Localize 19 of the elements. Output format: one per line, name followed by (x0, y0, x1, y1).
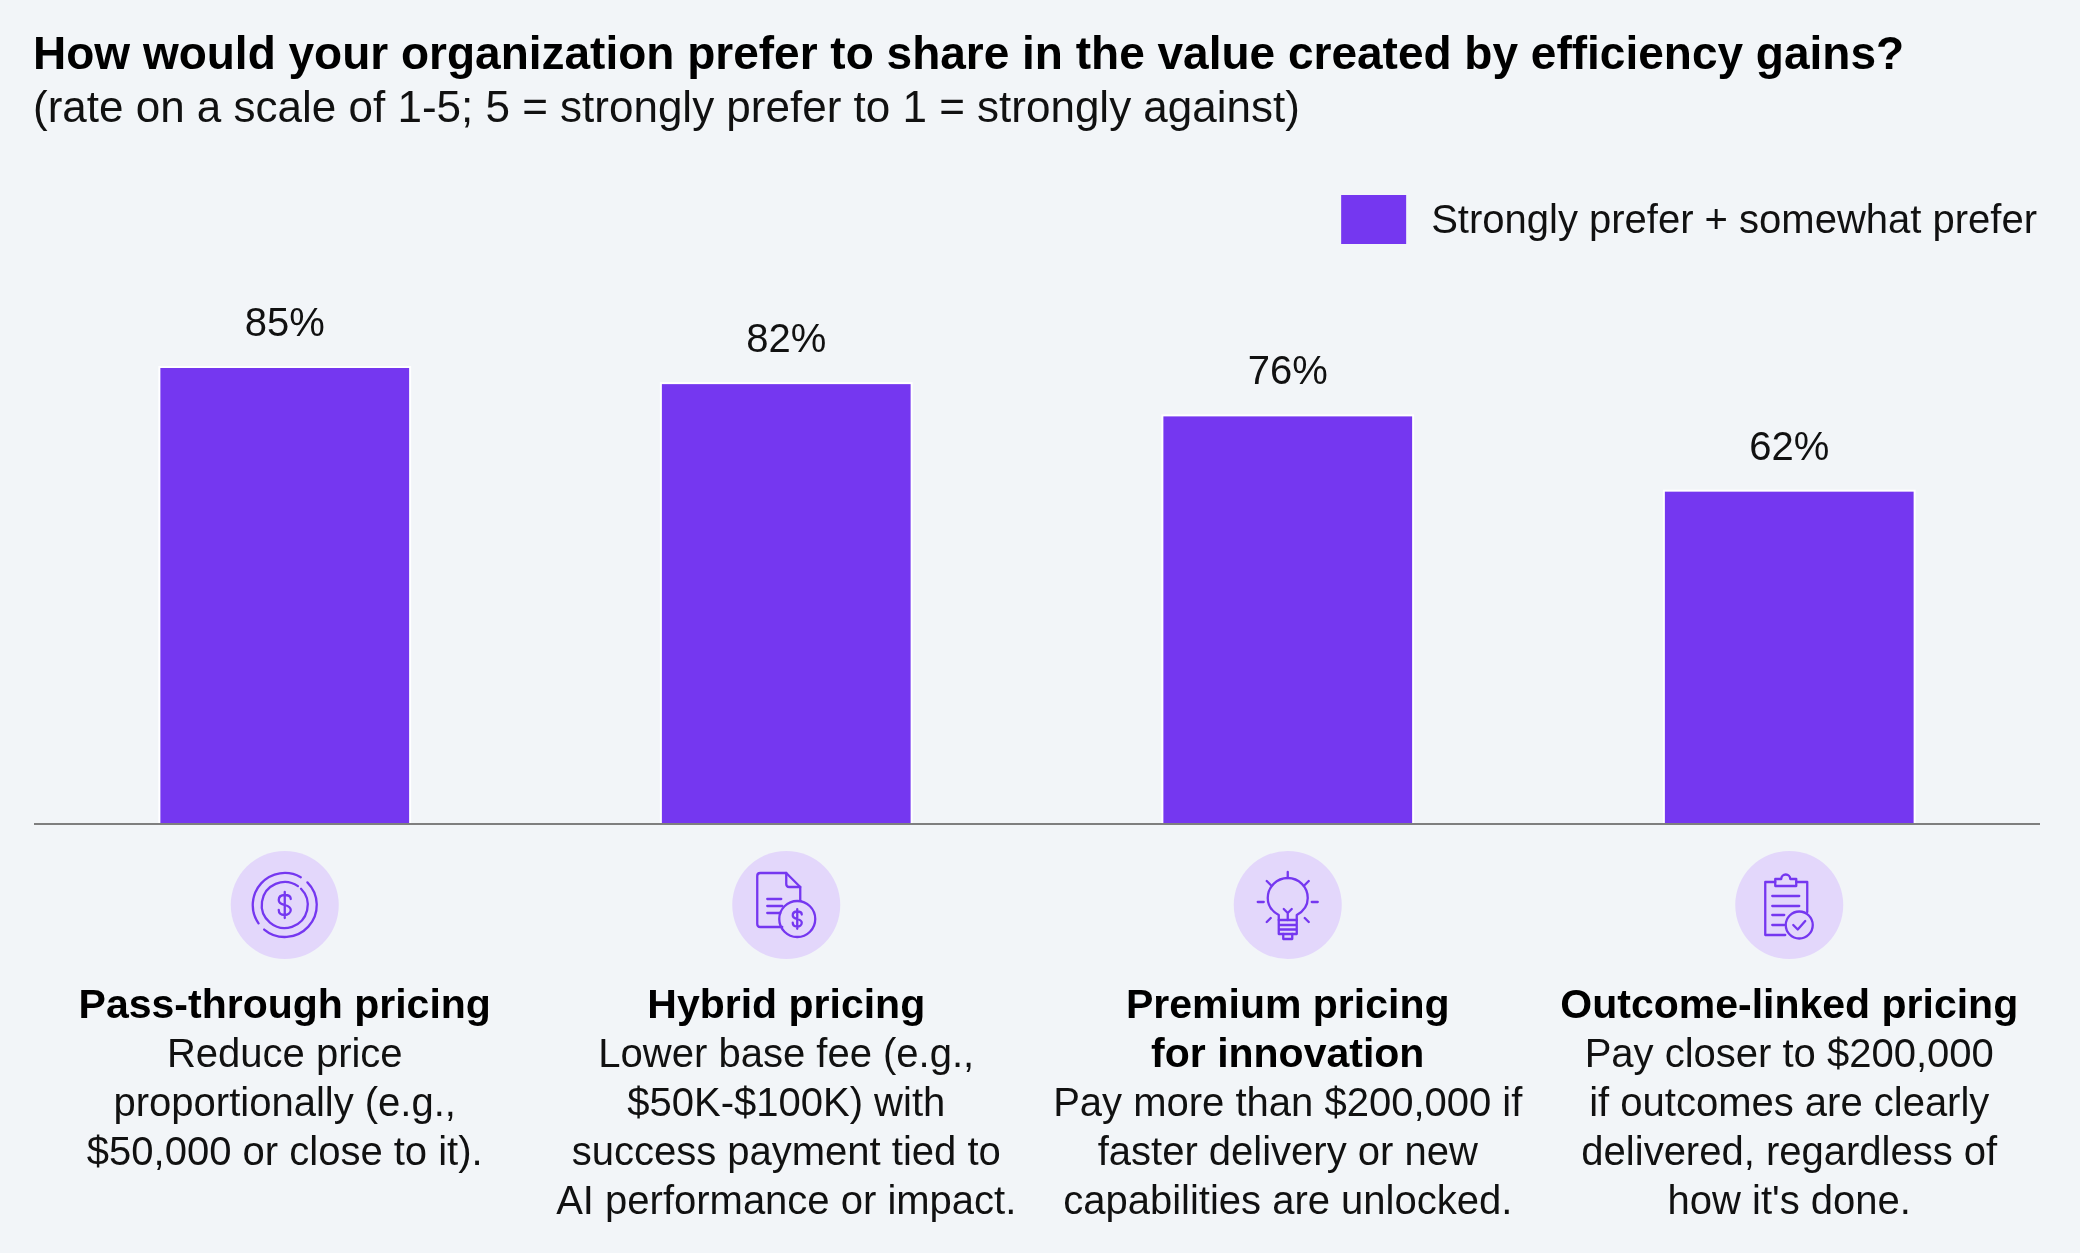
text: Lower base fee (e.g., $50K-$100K) with success payment tied to AI performance or impact. (556, 1031, 1017, 1222)
data-label: 76% (1247, 348, 1328, 393)
data-label: 62% (1749, 423, 1830, 468)
text: Pay more than $200,000 if faster delivery or new capabilities are unlocked. (1053, 1080, 1524, 1222)
bar (659, 382, 913, 825)
x-tick-label: Premium pricing for innovation (1125, 981, 1450, 1076)
bar (1161, 414, 1415, 825)
bar (1662, 489, 1916, 825)
x-tick-label: Pass-through pricing (78, 981, 491, 1027)
chart-subtitle: (rate on a scale of 1-5; 5 = strongly prefer to 1 = strongly against) (33, 82, 1300, 131)
bar (158, 366, 412, 825)
data-label: 82% (746, 316, 827, 361)
x-tick-label: Hybrid pricing (647, 981, 926, 1027)
chart-title: How would your organization prefer to share in the value created by efficiency gains? (33, 27, 1905, 79)
data-label: 85% (244, 300, 325, 344)
text: Reduce price proportionally (e.g., $50,000 or close to it). (86, 1031, 483, 1173)
legend-label: Strongly prefer + somewhat prefer (1431, 197, 2037, 241)
text: Pay closer to $200,000 if outcomes are clearly delivered, regardless of how it's done. (1581, 1031, 1999, 1222)
x-tick-label: Outcome-linked pricing (1560, 981, 2019, 1027)
